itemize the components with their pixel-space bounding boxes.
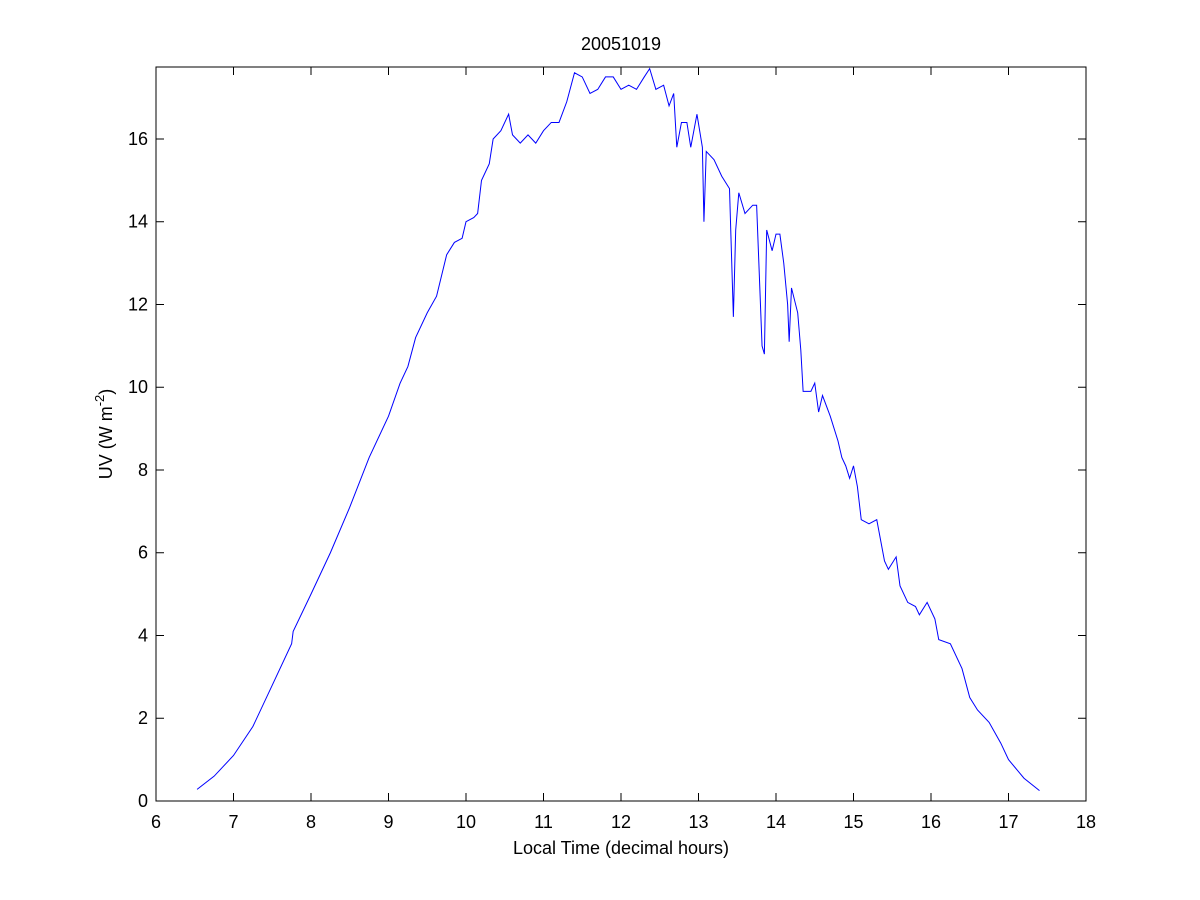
y-label-sup: -2 <box>92 395 107 407</box>
x-tick-label: 6 <box>151 812 161 832</box>
y-label-end: ) <box>96 389 116 395</box>
x-tick-label: 9 <box>383 812 393 832</box>
y-tick-label: 16 <box>128 129 148 149</box>
x-tick-label: 8 <box>306 812 316 832</box>
x-tick-label: 10 <box>456 812 476 832</box>
y-tick-label: 12 <box>128 294 148 314</box>
y-tick-label: 14 <box>128 212 148 232</box>
y-tick-label: 10 <box>128 377 148 397</box>
x-tick-label: 12 <box>611 812 631 832</box>
x-tick-label: 7 <box>228 812 238 832</box>
x-tick-label: 18 <box>1076 812 1096 832</box>
x-tick-label: 16 <box>921 812 941 832</box>
data-line <box>196 67 1040 792</box>
y-tick-label: 0 <box>138 791 148 811</box>
y-tick-label: 2 <box>138 708 148 728</box>
x-axis-label: Local Time (decimal hours) <box>513 838 729 858</box>
x-tick-label: 17 <box>998 812 1018 832</box>
plot-area <box>155 66 1087 802</box>
y-axis-label: UV (W m-2) <box>92 389 116 480</box>
y-tick-label: 8 <box>138 460 148 480</box>
y-tick-label: 6 <box>138 543 148 563</box>
x-tick-label: 15 <box>843 812 863 832</box>
x-tick-label: 13 <box>688 812 708 832</box>
y-tick-label: 4 <box>138 625 148 645</box>
x-tick-label: 11 <box>534 812 553 832</box>
chart-title: 20051019 <box>581 34 661 54</box>
x-tick-label: 14 <box>766 812 786 832</box>
y-label-main: UV (W m <box>96 406 116 479</box>
